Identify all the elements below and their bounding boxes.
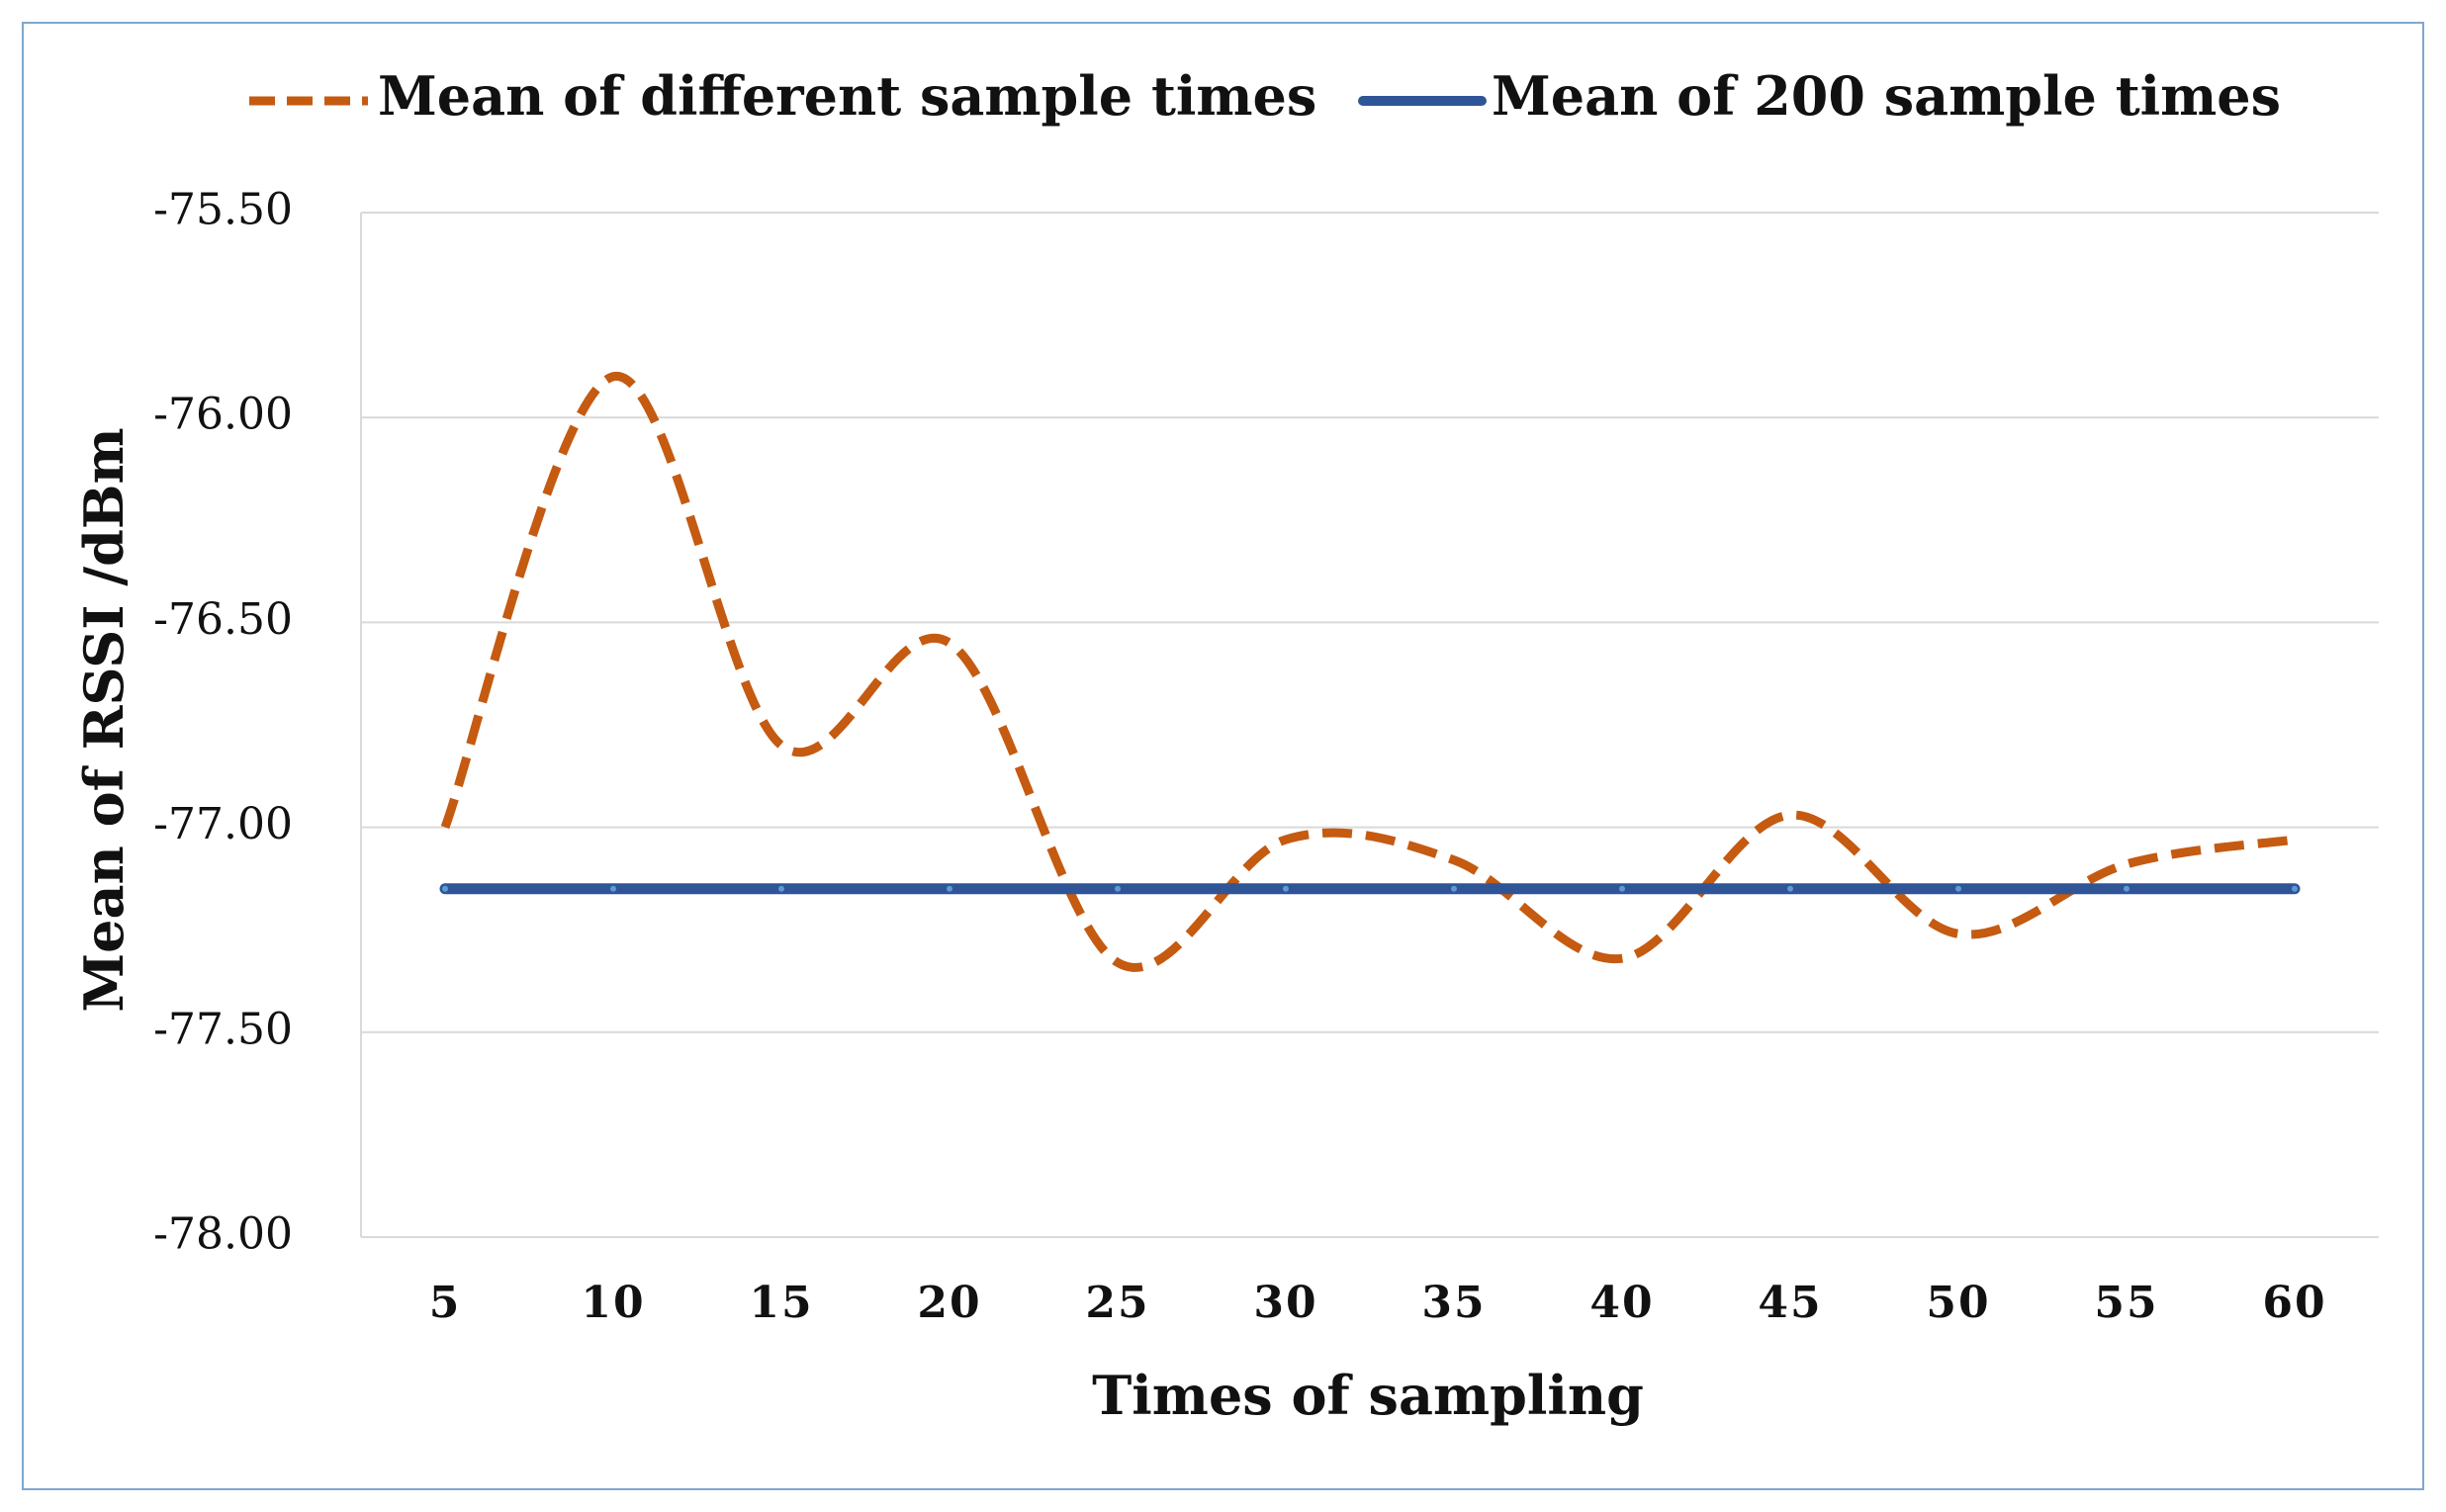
- series-point-2: [947, 885, 952, 892]
- legend: Mean of different sample times Mean of 2…: [249, 64, 2281, 128]
- y-tick-label: -78.00: [153, 1209, 293, 1260]
- gridlines: [360, 212, 2379, 1238]
- legend-label-series-1: Mean of different sample times: [378, 64, 1316, 128]
- series-point-2: [2124, 885, 2129, 892]
- x-tick-label: 25: [1085, 1278, 1149, 1328]
- series-point-2: [1955, 885, 1961, 892]
- series-line-1: [440, 372, 2296, 972]
- series-point-2: [1115, 885, 1121, 892]
- series-point-2: [442, 885, 448, 892]
- x-tick-label: 20: [917, 1278, 981, 1328]
- x-tick-label: 50: [1926, 1278, 1990, 1328]
- series-point-2: [1451, 885, 1457, 892]
- y-axis-ticks: -75.50 -76.00 -76.50 -77.00 -77.50 -78.00: [153, 185, 293, 1260]
- x-tick-label: 40: [1589, 1278, 1654, 1328]
- x-tick-label: 55: [2094, 1278, 2158, 1328]
- y-tick-label: -77.50: [153, 1004, 293, 1054]
- x-tick-label: 30: [1253, 1278, 1317, 1328]
- x-tick-label: 60: [2262, 1278, 2326, 1328]
- y-tick-label: -76.00: [153, 390, 293, 440]
- series-point-2: [1619, 885, 1625, 892]
- x-axis-title: Times of sampling: [1092, 1364, 1644, 1427]
- series-point-2: [1787, 885, 1793, 892]
- x-tick-label: 35: [1421, 1278, 1486, 1328]
- series-point-2: [2292, 885, 2298, 892]
- series-point-2: [610, 885, 616, 892]
- y-tick-label: -76.50: [153, 594, 293, 645]
- chart-frame: [22, 22, 2424, 1490]
- series-group: [439, 372, 2301, 972]
- x-tick-label: 10: [581, 1278, 645, 1328]
- series-point-2: [778, 885, 784, 892]
- y-tick-label: -77.00: [153, 799, 293, 849]
- series-point-2: [1283, 885, 1289, 892]
- x-tick-label: 5: [429, 1278, 462, 1328]
- x-tick-label: 45: [1758, 1278, 1822, 1328]
- x-tick-label: 15: [749, 1278, 813, 1328]
- y-tick-label: -75.50: [153, 185, 293, 235]
- legend-label-series-2: Mean of 200 sample times: [1492, 64, 2281, 128]
- x-axis-ticks: 5 10 15 20 25 30 35 40 45 50 55 60: [429, 1278, 2326, 1328]
- y-axis-title: Mean of RSSI /dBm: [72, 427, 136, 1012]
